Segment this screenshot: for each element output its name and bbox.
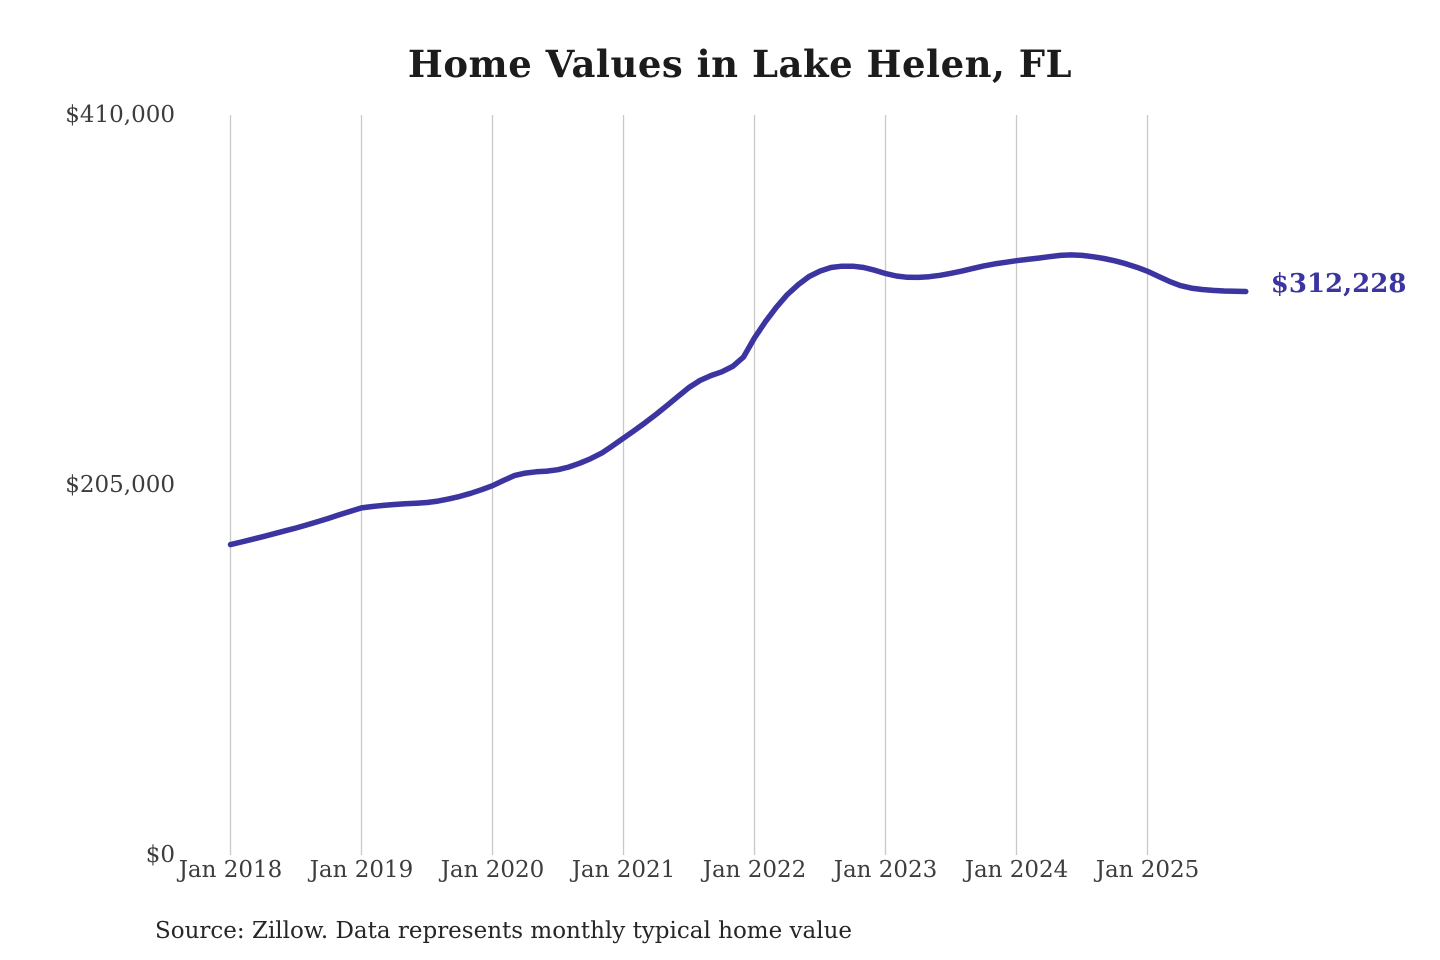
chart-title: Home Values in Lake Helen, FL	[407, 42, 1073, 86]
y-tick-label: $205,000	[65, 472, 175, 498]
y-tick-label: $410,000	[65, 102, 175, 128]
x-tick-label: Jan 2021	[571, 857, 676, 883]
x-tick-label: Jan 2020	[440, 857, 545, 883]
x-tick-label: Jan 2018	[178, 857, 283, 883]
home-value-line-series	[227, 252, 1249, 548]
x-tick-label: Jan 2025	[1095, 857, 1200, 883]
x-tick-label: Jan 2019	[309, 857, 414, 883]
vertical-gridlines	[229, 115, 1149, 855]
x-tick-label: Jan 2024	[964, 857, 1069, 883]
source-note: Source: Zillow. Data represents monthly …	[155, 918, 853, 944]
x-tick-label: Jan 2022	[702, 857, 807, 883]
x-tick-label: Jan 2023	[833, 857, 938, 883]
end-value-annotation: $312,228	[1270, 269, 1407, 300]
y-tick-label: $0	[145, 842, 175, 868]
